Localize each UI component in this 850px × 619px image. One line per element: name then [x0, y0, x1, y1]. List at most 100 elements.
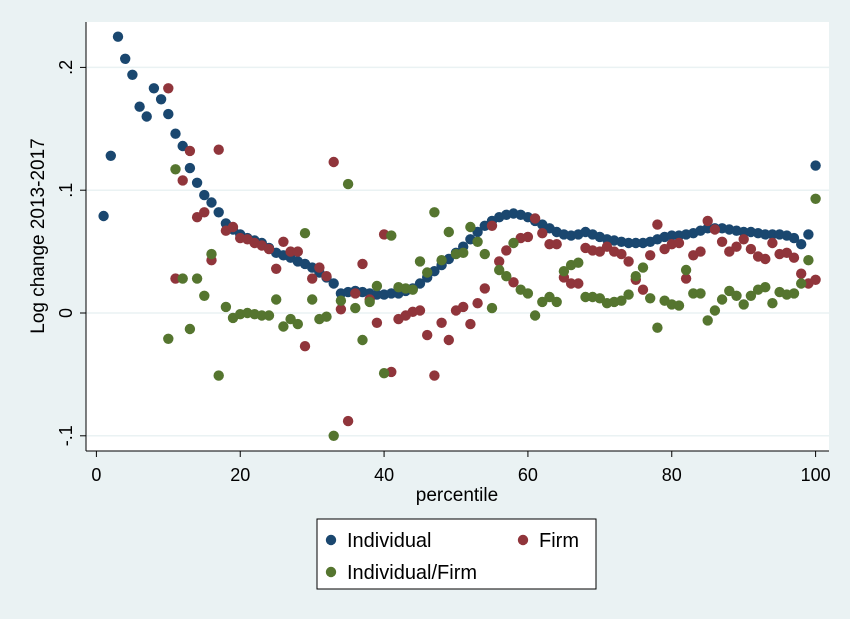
data-point: [731, 290, 742, 301]
data-point: [378, 368, 390, 379]
data-point: [551, 296, 562, 308]
data-point: [738, 299, 749, 310]
x-tick-label: 80: [662, 465, 682, 485]
data-point: [630, 271, 641, 282]
data-point: [436, 317, 447, 328]
data-point: [271, 263, 282, 274]
data-point: [810, 193, 821, 204]
data-point: [177, 175, 188, 186]
data-point: [191, 273, 203, 284]
data-point: [112, 31, 124, 42]
data-point: [307, 294, 318, 305]
plot-area: [86, 22, 829, 451]
data-point: [745, 243, 757, 255]
y-axis-title: Log change 2013-2017: [28, 138, 49, 333]
data-point: [458, 301, 469, 313]
data-point: [184, 145, 196, 157]
data-point: [494, 264, 505, 276]
legend-label: Individual/Firm: [347, 562, 477, 584]
x-tick-label: 20: [230, 465, 250, 485]
data-point: [529, 213, 541, 224]
data-point: [213, 144, 224, 155]
data-point: [414, 305, 426, 316]
legend-box: [316, 518, 597, 590]
data-point: [486, 302, 498, 314]
data-point: [321, 271, 332, 282]
grid: [86, 66, 829, 437]
data-point: [652, 219, 663, 230]
data-point: [227, 221, 239, 233]
data-point: [263, 310, 275, 321]
data-point: [738, 234, 749, 245]
data-point: [616, 295, 627, 306]
data-point: [630, 237, 641, 249]
data-point: [738, 226, 749, 238]
data-point: [148, 83, 160, 94]
data-point: [745, 290, 757, 301]
data-point: [501, 245, 512, 256]
data-point: [472, 298, 483, 309]
data-point: [688, 288, 699, 299]
legend-marker: [325, 566, 337, 578]
data-point: [537, 228, 548, 239]
data-point: [558, 266, 570, 277]
data-point: [328, 278, 339, 289]
data-point: [342, 178, 354, 190]
legend-marker: [325, 534, 337, 546]
x-tick-label: 0: [91, 465, 101, 485]
data-point: [177, 273, 188, 284]
y-tick-label: -.1: [56, 425, 76, 446]
x-tick-label: 100: [801, 465, 831, 485]
data-point: [508, 277, 519, 288]
data-point: [522, 288, 534, 299]
legend-label: Firm: [539, 530, 579, 552]
data-point: [199, 207, 210, 218]
data-point: [810, 274, 821, 285]
data-point: [335, 295, 347, 306]
data-point: [299, 228, 311, 239]
data-point: [767, 229, 778, 240]
data-point: [465, 221, 476, 233]
data-point: [623, 289, 634, 300]
data-point: [350, 302, 361, 314]
data-point: [508, 237, 519, 249]
data-point: [788, 252, 800, 263]
x-tick-label: 40: [374, 465, 394, 485]
x-axis-title: percentile: [416, 485, 498, 506]
data-point: [501, 271, 512, 282]
data-point: [414, 256, 426, 267]
data-point: [206, 248, 217, 260]
data-point: [680, 264, 692, 276]
data-point: [163, 108, 174, 120]
data-point: [810, 160, 821, 171]
data-point: [645, 250, 656, 261]
legend: Individual Firm Individual/Firm: [316, 518, 597, 590]
data-point: [256, 310, 267, 321]
data-point: [371, 280, 383, 292]
data-point: [731, 241, 742, 252]
data-point: [170, 164, 181, 175]
data-point: [350, 288, 361, 299]
data-point: [443, 226, 454, 238]
data-point: [803, 229, 814, 240]
data-point: [364, 296, 375, 308]
data-points: [98, 31, 821, 441]
data-point: [472, 236, 483, 247]
legend-entries: Individual Firm Individual/Firm: [325, 530, 579, 584]
data-point: [314, 262, 325, 273]
data-point: [213, 207, 224, 218]
data-point: [206, 197, 217, 208]
data-point: [565, 278, 577, 289]
data-point: [328, 156, 339, 168]
data-point: [767, 298, 778, 309]
data-point: [386, 288, 397, 299]
data-point: [544, 239, 555, 250]
y-tick-label: 0: [56, 308, 76, 318]
data-point: [213, 370, 224, 381]
data-point: [422, 329, 433, 341]
data-point: [436, 255, 447, 266]
data-point: [357, 258, 368, 270]
data-point: [299, 341, 311, 352]
data-point: [292, 246, 303, 257]
